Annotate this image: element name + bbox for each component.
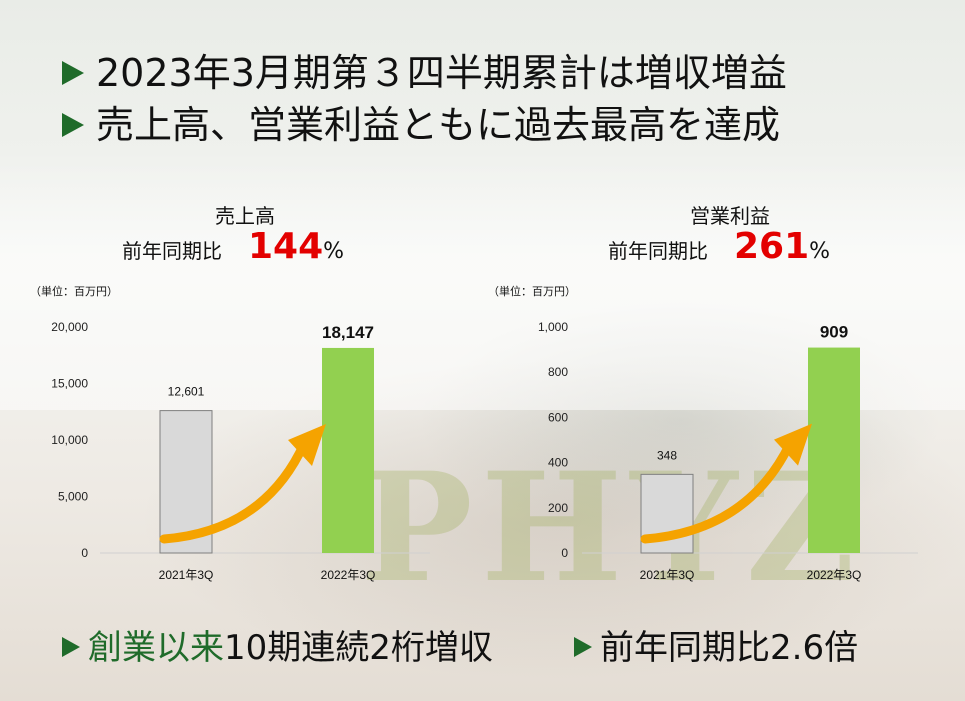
profit-growth-arrow-shaft (640, 439, 795, 544)
profit-category-label-0: 2021年3Q (640, 568, 695, 582)
profit-y-tick-label: 200 (548, 501, 568, 515)
footer-right: 前年同期比2.6倍 (574, 620, 858, 669)
sales-y-tick-label: 0 (81, 546, 88, 560)
background-overlay (0, 150, 965, 410)
profit-y-tick-label: 800 (548, 365, 568, 379)
profit-y-tick-label: 0 (561, 546, 568, 560)
profit-growth-arrow-icon (640, 423, 812, 544)
headline-2: 売上高、営業利益ともに過去最高を達成 (62, 102, 780, 148)
sales-ratio-unit: % (323, 239, 345, 264)
profit-growth-arrow-head (774, 423, 812, 466)
sales-bar-1 (322, 347, 374, 553)
sales-growth-arrow-shaft (159, 439, 309, 544)
triangle-bullet-icon (62, 112, 84, 137)
profit-unit-label: （単位：百万円） (488, 285, 576, 298)
profit-ratio-unit: % (809, 239, 831, 264)
headline-1: 2023年3月期第３四半期累計は増収増益 (62, 50, 787, 96)
sales-data-label-1: 18,147 (322, 323, 374, 342)
footer-right-text: 前年同期比2.6倍 (600, 628, 859, 668)
sales-unit-label: （単位：百万円） (30, 285, 118, 298)
profit-data-label-1: 909 (820, 323, 848, 342)
sales-ratio-value: 144 (248, 226, 324, 267)
sales-chart-title: 売上高 (215, 204, 275, 228)
sales-y-tick-label: 15,000 (51, 377, 88, 391)
sales-ratio: 前年同期比 144% (122, 226, 344, 267)
sales-y-tick-label: 5,000 (58, 490, 88, 504)
sales-y-tick-label: 10,000 (51, 433, 88, 447)
profit-ratio: 前年同期比 261% (608, 226, 830, 267)
profit-y-tick-label: 400 (548, 456, 568, 470)
profit-ratio-label: 前年同期比 (608, 239, 708, 263)
headline-1-text: 2023年3月期第３四半期累計は増収増益 (96, 51, 787, 95)
sales-growth-arrow-icon (159, 423, 326, 544)
profit-category-label-1: 2022年3Q (807, 568, 862, 582)
profit-y-tick-label: 1,000 (538, 320, 568, 334)
profit-ratio-value: 261 (734, 226, 810, 267)
headline-2-text: 売上高、営業利益ともに過去最高を達成 (96, 103, 781, 147)
footer-left-text: 10期連続2桁増収 (224, 628, 493, 668)
profit-data-label-0: 348 (657, 448, 677, 462)
profit-y-tick-label: 600 (548, 410, 568, 424)
triangle-bullet-icon (62, 60, 84, 85)
sales-y-tick-label: 20,000 (51, 320, 88, 334)
profit-bar-1 (808, 347, 860, 553)
sales-growth-arrow-head (288, 423, 326, 466)
footer-left-green: 創業以来 (88, 628, 224, 668)
sales-category-label-0: 2021年3Q (159, 568, 214, 582)
profit-chart-title: 営業利益 (690, 204, 770, 228)
footer-left: 創業以来10期連続2桁増収 (62, 620, 493, 669)
sales-ratio-label: 前年同期比 (122, 239, 222, 263)
triangle-bullet-icon (574, 636, 592, 657)
triangle-bullet-icon (62, 636, 80, 657)
sales-category-label-1: 2022年3Q (321, 568, 376, 582)
sales-data-label-0: 12,601 (168, 385, 205, 399)
